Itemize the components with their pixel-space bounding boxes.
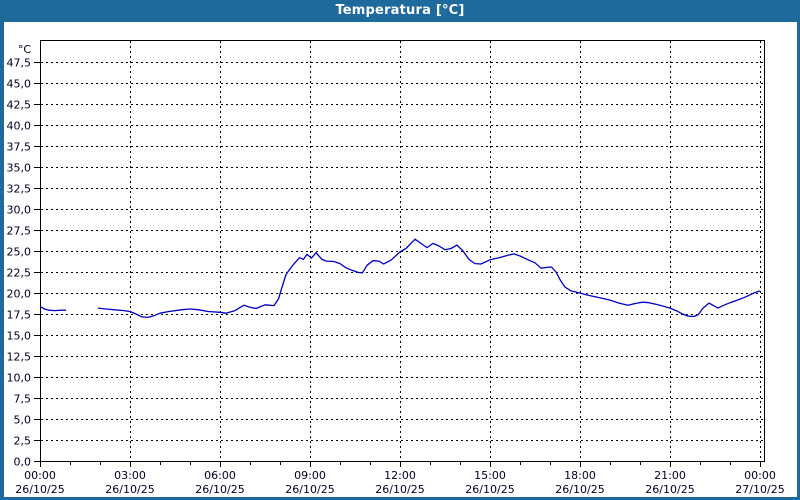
y-tick-label: 27,5 [7, 225, 32, 238]
x-tick-date-label: 26/10/25 [15, 483, 64, 496]
y-axis-unit-label: °C [18, 43, 32, 56]
x-tick-time-label: 03:00 [114, 469, 146, 482]
y-tick-label: 35,0 [7, 162, 32, 175]
y-tick-label: 0,0 [14, 456, 32, 469]
x-tick-time-label: 00:00 [24, 469, 56, 482]
x-tick-date-label: 26/10/25 [285, 483, 334, 496]
y-tick-label: 42,5 [7, 99, 32, 112]
title-bar: Temperatura [°C] [0, 0, 800, 22]
y-tick-label: 7,5 [14, 393, 32, 406]
x-tick-date-label: 26/10/25 [555, 483, 604, 496]
plot-border [40, 40, 765, 462]
temperature-line [39, 305, 67, 312]
y-tick-label: 12,5 [7, 351, 32, 364]
y-tick-label: 47,5 [7, 57, 32, 70]
x-tick-date-label: 26/10/25 [375, 483, 424, 496]
y-tick-label: 15,0 [7, 330, 32, 343]
y-tick-label: 2,5 [14, 435, 32, 448]
y-tick-label: 25,0 [7, 246, 32, 259]
window-title: Temperatura [°C] [335, 3, 465, 18]
y-tick-label: 30,0 [7, 204, 32, 217]
y-tick-label: 10,0 [7, 372, 32, 385]
temperature-line [97, 238, 761, 319]
x-tick-date-label: 26/10/25 [465, 483, 514, 496]
y-tick-label: 5,0 [14, 414, 32, 427]
y-tick-label: 32,5 [7, 183, 32, 196]
x-tick-time-label: 00:00 [744, 469, 776, 482]
x-tick-date-label: 26/10/25 [645, 483, 694, 496]
x-tick-time-label: 15:00 [474, 469, 506, 482]
y-tick-label: 20,0 [7, 288, 32, 301]
x-tick-date-label: 26/10/25 [105, 483, 154, 496]
y-tick-label: 22,5 [7, 267, 32, 280]
x-tick-time-label: 09:00 [294, 469, 326, 482]
x-tick-time-label: 12:00 [384, 469, 416, 482]
x-tick-time-label: 06:00 [204, 469, 236, 482]
x-tick-time-label: 21:00 [654, 469, 686, 482]
x-tick-date-label: 27/10/25 [735, 483, 784, 496]
y-tick-label: 40,0 [7, 120, 32, 133]
x-tick-date-label: 26/10/25 [195, 483, 244, 496]
x-tick-time-label: 18:00 [564, 469, 596, 482]
y-tick-label: 37,5 [7, 141, 32, 154]
y-tick-label: 17,5 [7, 309, 32, 322]
y-tick-label: 45,0 [7, 78, 32, 91]
